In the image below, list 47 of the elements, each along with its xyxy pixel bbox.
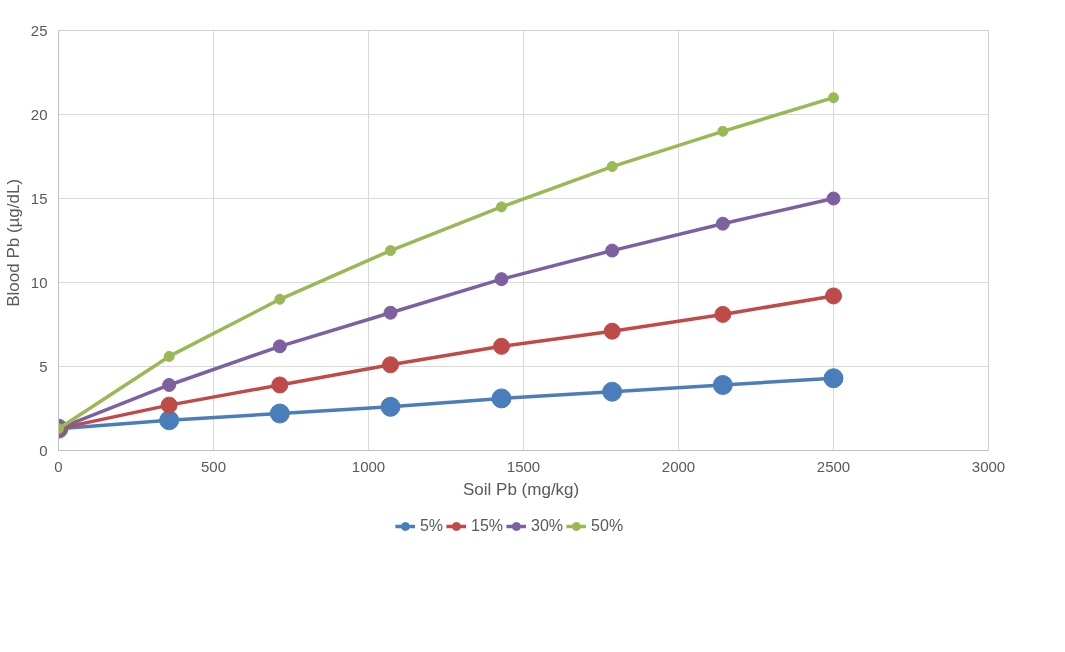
point <box>492 337 510 355</box>
y-tick-label: 15 <box>30 189 48 207</box>
point <box>605 243 620 258</box>
point <box>274 293 286 305</box>
point <box>495 201 507 213</box>
point <box>160 396 178 414</box>
point <box>269 403 290 424</box>
point <box>380 396 401 417</box>
point <box>823 368 844 389</box>
legend-label: 15% <box>471 517 504 535</box>
y-axis-title: Blood Pb (µg/dL) <box>3 178 23 307</box>
point <box>159 410 180 431</box>
point <box>162 377 177 392</box>
x-tick-label: 2500 <box>816 457 851 475</box>
y-tick-label: 25 <box>30 21 48 39</box>
x-tick-label: 2000 <box>661 457 696 475</box>
point <box>491 388 512 409</box>
point <box>717 125 729 137</box>
point <box>606 161 618 173</box>
point <box>714 305 732 323</box>
y-tick-label: 0 <box>39 441 48 459</box>
x-tick-label: 1000 <box>351 457 386 475</box>
x-tick-label: 500 <box>200 457 227 475</box>
point <box>382 356 400 374</box>
point <box>602 381 623 402</box>
point <box>603 322 621 340</box>
legend-label: 30% <box>531 517 564 535</box>
point <box>712 375 733 395</box>
point <box>383 305 398 320</box>
x-axis-title: Soil Pb (mg/kg) <box>463 479 580 499</box>
point <box>494 272 509 287</box>
point <box>826 191 841 206</box>
y-tick-label: 20 <box>30 105 48 123</box>
point <box>163 350 175 362</box>
point <box>715 216 730 231</box>
point <box>825 287 842 305</box>
point <box>828 92 839 104</box>
point <box>271 376 289 394</box>
legend-label: 5% <box>419 517 444 535</box>
y-tick-label: 10 <box>30 273 48 291</box>
legend-label: 50% <box>591 517 624 535</box>
x-tick-label: 1500 <box>506 457 541 475</box>
point <box>272 339 287 354</box>
y-tick-label: 5 <box>39 357 48 375</box>
x-tick-label: 0 <box>54 457 63 475</box>
x-tick-label: 3000 <box>971 457 1006 475</box>
point <box>385 245 397 257</box>
